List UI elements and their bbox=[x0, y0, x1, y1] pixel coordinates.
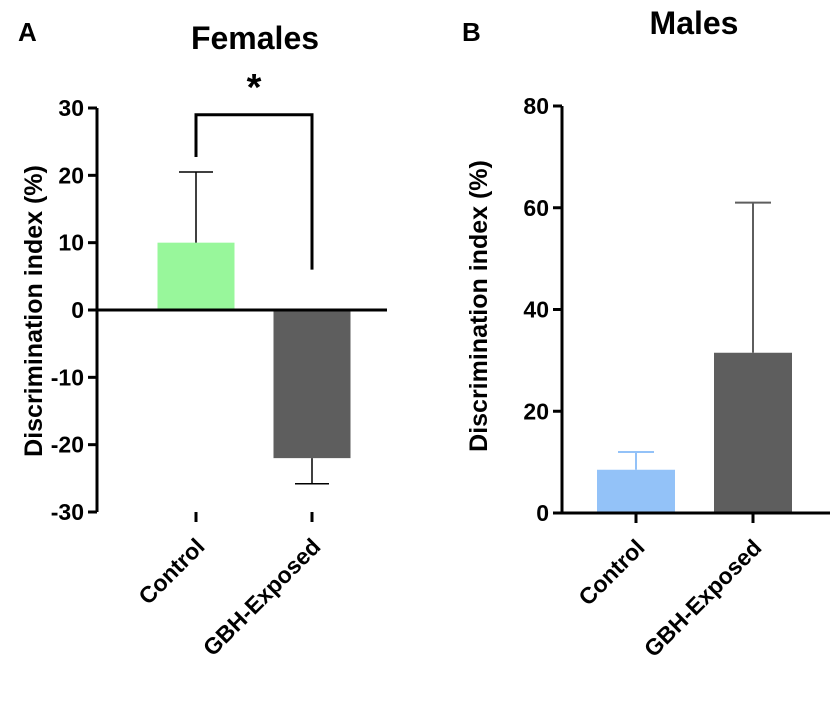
y-tick-label: 40 bbox=[523, 297, 549, 323]
category-label: Control bbox=[133, 533, 209, 609]
panel-b-letter: B bbox=[462, 17, 481, 47]
panel-b-title: Males bbox=[650, 5, 739, 41]
bar-control bbox=[157, 242, 235, 310]
y-tick-label: 80 bbox=[523, 93, 549, 119]
significance-bracket bbox=[194, 113, 314, 270]
category-label: GBH-Exposed bbox=[198, 533, 326, 661]
y-tick-label: 20 bbox=[523, 398, 549, 424]
y-tick-label: 30 bbox=[58, 95, 84, 121]
panel-a-title: Females bbox=[191, 20, 319, 56]
y-tick-label: -20 bbox=[51, 432, 84, 458]
y-tick-label: 10 bbox=[58, 230, 84, 256]
y-tick-label: 0 bbox=[536, 500, 549, 526]
y-tick-label: 60 bbox=[523, 195, 549, 221]
panel-a-y-axis-label: Discrimination index (%) bbox=[20, 165, 48, 457]
bar-gbh-exposed bbox=[273, 310, 351, 459]
y-tick-label: -10 bbox=[51, 364, 84, 390]
y-tick-label: 0 bbox=[71, 297, 84, 323]
panel-a-letter: A bbox=[18, 17, 37, 47]
bar-control bbox=[597, 469, 675, 513]
y-tick-label: -30 bbox=[51, 499, 84, 525]
bar-gbh-exposed bbox=[714, 352, 792, 513]
y-tick-label: 20 bbox=[58, 162, 84, 188]
significance-star: * bbox=[247, 67, 262, 109]
panel-b: B Males Discrimination index (%) 80 60 40 2… bbox=[462, 5, 830, 662]
panel-a: A Females Discrimination index (%) 30 20 1… bbox=[18, 17, 387, 661]
category-label: GBH-Exposed bbox=[639, 534, 767, 662]
category-label: Control bbox=[573, 534, 649, 610]
panel-b-y-axis-label: Discrimination index (%) bbox=[465, 160, 493, 452]
